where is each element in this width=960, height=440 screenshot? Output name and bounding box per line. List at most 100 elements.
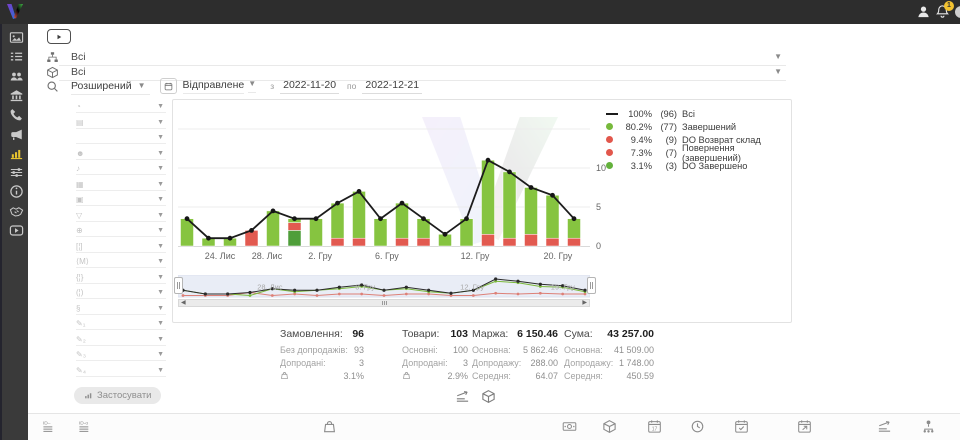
- stats-filter[interactable]: ▤ ▼: [76, 113, 166, 129]
- operator-filter[interactable]: ♪ ▼: [76, 159, 166, 175]
- legend-item[interactable]: 9.4% (9) DO Возврат склад: [606, 133, 788, 146]
- sidebar-item-media[interactable]: [9, 30, 24, 45]
- date-to-input[interactable]: 2022-12-21: [362, 79, 423, 94]
- apply-button[interactable]: Застосувати: [74, 387, 162, 404]
- toolbar-products[interactable]: [602, 419, 617, 434]
- scroll-right-icon[interactable]: ▶: [582, 300, 587, 306]
- line-point[interactable]: [249, 228, 254, 233]
- legend-item[interactable]: 7.3% (7) Повернення (завершений): [606, 143, 788, 163]
- date-type-select[interactable]: Відправлене ▼: [159, 78, 261, 94]
- web-filter[interactable]: ⊕ ▼: [76, 221, 166, 237]
- sidebar-item-partners[interactable]: [9, 204, 24, 219]
- toolbar-payment[interactable]: [562, 419, 577, 434]
- toolbar-calendar-date[interactable]: 17: [647, 419, 662, 434]
- utm-source-filter[interactable]: [¦] ▼: [76, 237, 166, 253]
- sidebar-item-clients[interactable]: [9, 69, 24, 84]
- sidebar-item-company[interactable]: [9, 88, 24, 103]
- utm-term-filter[interactable]: § ▼: [76, 299, 166, 315]
- bar-segment-completed[interactable]: [567, 218, 581, 239]
- bar-segment-return_wh[interactable]: [287, 222, 302, 231]
- bar-segment-return_wh[interactable]: [502, 237, 517, 247]
- toolbar-time[interactable]: [690, 419, 705, 434]
- bar-segment-return_wh[interactable]: [330, 237, 345, 247]
- product-filter[interactable]: Всі ▼: [46, 64, 786, 81]
- line-point[interactable]: [378, 216, 383, 222]
- extra-filter[interactable]: ▼: [76, 128, 166, 144]
- toolbar-bag[interactable]: [322, 419, 337, 434]
- bar-segment-completed[interactable]: [524, 187, 538, 235]
- line-point[interactable]: [206, 235, 211, 241]
- scroll-left-icon[interactable]: ◀: [181, 300, 186, 306]
- image-filter[interactable]: ▣ ▼: [76, 190, 166, 206]
- bar-segment-return_wh[interactable]: [416, 237, 431, 247]
- bar-segment-return_wh[interactable]: [352, 237, 366, 247]
- scrollbar-grip[interactable]: [381, 301, 387, 305]
- line-point[interactable]: [421, 216, 426, 222]
- line-point[interactable]: [184, 216, 190, 222]
- toolbar-calendar-sent[interactable]: [734, 419, 749, 434]
- search-mode-select[interactable]: Розширений ▼: [71, 78, 150, 95]
- line-point[interactable]: [399, 200, 405, 206]
- custom-field-1-filter[interactable]: ✎₁ ▼: [76, 314, 166, 330]
- sidebar-item-marketing[interactable]: [9, 127, 24, 142]
- sidebar-item-statistics[interactable]: [9, 146, 24, 161]
- utm-campaign-filter[interactable]: {¦} ▼: [76, 268, 166, 284]
- grid-filter[interactable]: ▦ ▼: [76, 175, 166, 191]
- toolbar-id-status-list[interactable]: ID–: [42, 419, 57, 434]
- toolbar-filter-sort[interactable]: [877, 419, 892, 434]
- line-point[interactable]: [356, 189, 362, 194]
- bar-segment-completed[interactable]: [373, 218, 388, 247]
- custom-field-3-filter[interactable]: ✎₃ ▼: [76, 345, 166, 361]
- line-point[interactable]: [313, 216, 319, 222]
- navigator-scrollbar[interactable]: ◀ ▶: [178, 299, 590, 307]
- bar-segment-return_wh[interactable]: [395, 237, 409, 247]
- line-point[interactable]: [571, 216, 577, 222]
- line-point[interactable]: [270, 208, 276, 214]
- sidebar-item-orders[interactable]: [9, 49, 24, 64]
- bar-segment-return_wh[interactable]: [545, 237, 560, 247]
- bar-segment-completed[interactable]: [545, 195, 560, 239]
- bar-segment-completed[interactable]: [330, 202, 345, 239]
- status-filter[interactable]: Всі ▼: [46, 49, 786, 66]
- navigator-right-handle[interactable]: [587, 277, 596, 294]
- bar-segment-return_wh[interactable]: [481, 234, 495, 247]
- navigator-left-handle[interactable]: [174, 277, 183, 294]
- bar-segment-completed[interactable]: [309, 218, 323, 247]
- country-filter[interactable]: ◔ ▼: [76, 97, 166, 113]
- utm-content-filter[interactable]: (¦) ▼: [76, 283, 166, 299]
- bar-segment-return_wh[interactable]: [524, 234, 538, 247]
- line-point[interactable]: [464, 216, 469, 222]
- sidebar-item-calls[interactable]: [9, 107, 24, 122]
- date-from-input[interactable]: 2022-11-20: [280, 79, 340, 94]
- sidebar-item-tutorials[interactable]: [9, 223, 24, 238]
- search-icon[interactable]: [46, 80, 59, 93]
- line-point[interactable]: [528, 185, 534, 190]
- app-logo[interactable]: [5, 2, 25, 22]
- bar-segment-completed[interactable]: [502, 171, 517, 239]
- toolbar-user-network[interactable]: [921, 419, 936, 434]
- sidebar-item-info[interactable]: [9, 184, 24, 199]
- toolbar-calendar-export[interactable]: [797, 419, 812, 434]
- line-point[interactable]: [550, 192, 555, 198]
- avatar[interactable]: [955, 6, 960, 18]
- custom-field-4-filter[interactable]: ✎₄ ▼: [76, 361, 166, 377]
- line-point[interactable]: [335, 200, 340, 206]
- line-point[interactable]: [485, 157, 491, 163]
- funnel-filter[interactable]: ▽ ▼: [76, 206, 166, 222]
- utm-medium-filter[interactable]: ⟨M⟩ ▼: [76, 252, 166, 268]
- line-point[interactable]: [292, 216, 297, 222]
- orders-view-toggle[interactable]: [455, 389, 470, 404]
- chart-navigator[interactable]: 28. Лис 6. Гру 12. Гру 19. Гру: [178, 275, 590, 298]
- line-point[interactable]: [442, 231, 448, 237]
- sidebar-item-settings[interactable]: [9, 165, 24, 180]
- toolbar-id-product-list[interactable]: ID-o: [78, 419, 93, 434]
- legend-item[interactable]: 100% (96) Всі: [606, 107, 788, 120]
- custom-field-2-filter[interactable]: ✎₂ ▼: [76, 330, 166, 346]
- legend-item[interactable]: 80.2% (77) Завершений: [606, 120, 788, 133]
- bar-segment-completed[interactable]: [395, 202, 409, 239]
- bar-segment-return_wh[interactable]: [567, 237, 581, 247]
- legend-item[interactable]: 3.1% (3) DO Завершено: [606, 159, 788, 172]
- user-status-icon[interactable]: [916, 4, 931, 19]
- line-point[interactable]: [507, 169, 512, 175]
- bar-segment-do_completed[interactable]: [287, 230, 302, 247]
